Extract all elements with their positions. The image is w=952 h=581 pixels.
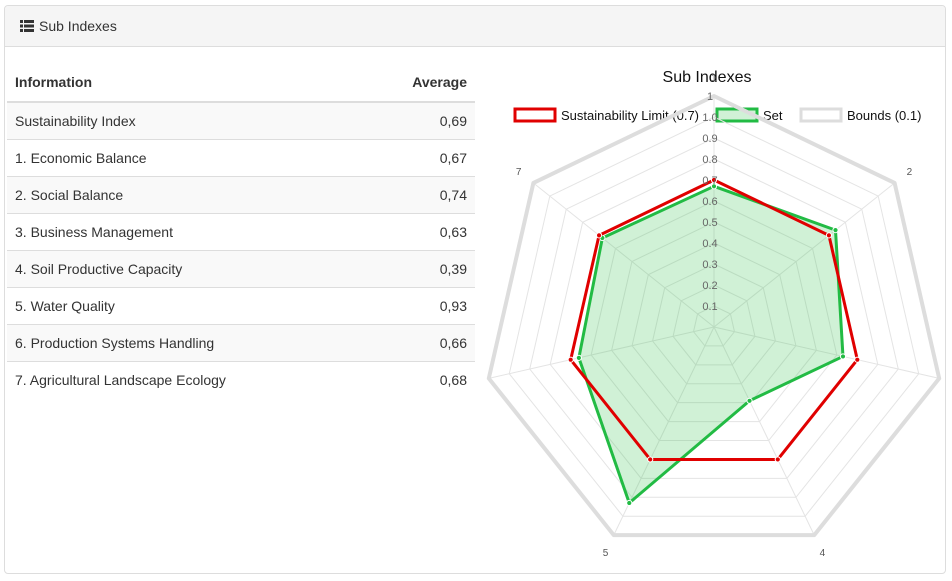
row-name: 4. Soil Productive Capacity <box>7 250 364 288</box>
grid-ring <box>652 263 776 385</box>
column-header-average: Average <box>363 63 475 103</box>
row-name: 1. Economic Balance <box>7 139 364 177</box>
row-value: 0,66 <box>363 324 475 362</box>
series-polygon-sustainability-limit-0-7 <box>569 178 859 461</box>
row-value: 0,74 <box>363 176 475 214</box>
legend-item[interactable]: Bounds (0.1) <box>799 107 921 123</box>
data-point <box>839 353 847 360</box>
data-point <box>832 227 839 234</box>
grid-ring <box>611 221 817 423</box>
tick-label: 0.7 <box>702 175 717 187</box>
tick-label: 0.9 <box>702 133 717 145</box>
grid-ring <box>590 200 838 442</box>
radar-labels: 0.10.20.30.40.50.60.70.80.91.011234567 <box>468 73 913 559</box>
radar-series <box>486 94 942 538</box>
legend-label: Set <box>763 108 783 123</box>
data-point <box>825 232 833 239</box>
tick-label: 0.6 <box>702 196 717 208</box>
grid-ring <box>692 305 736 347</box>
data-point <box>710 176 718 184</box>
panel-heading: Sub Indexes <box>5 6 945 47</box>
grid-spoke <box>713 182 895 328</box>
tick-label: 1 <box>707 91 713 103</box>
panel-title: Sub Indexes <box>39 18 117 34</box>
table-row: Sustainability Index 0,69 <box>7 101 475 140</box>
data-point <box>567 356 574 363</box>
radar-chart: Sub Indexes Sustainability Limit (0.7) Se… <box>468 69 942 559</box>
list-icon <box>20 20 34 32</box>
category-label: 1 <box>711 73 717 84</box>
sub-index-table: Information Average Sustainability Index… <box>7 63 475 398</box>
series-polygon-bounds-0-1 <box>486 94 942 538</box>
row-name: 7. Agricultural Landscape Ecology <box>7 361 364 398</box>
category-label: 7 <box>516 167 522 178</box>
data-point <box>746 397 753 404</box>
data-point <box>647 456 654 463</box>
table-row: 5. Water Quality 0,93 <box>7 287 475 325</box>
tick-label: 0.1 <box>702 301 717 313</box>
column-header-information: Information <box>7 63 364 103</box>
tick-label: 1.0 <box>702 112 717 124</box>
sub-indexes-panel: Sub Indexes Information Average Sustaina… <box>4 5 946 574</box>
radar-chart-container: Sub Indexes Sustainability Limit (0.7) Se… <box>468 64 943 573</box>
legend-label: Sustainability Limit (0.7) <box>561 108 699 123</box>
tick-label: 0.3 <box>702 259 717 271</box>
grid-spoke <box>533 182 715 328</box>
row-name: 2. Social Balance <box>7 176 364 214</box>
data-point <box>710 183 718 190</box>
data-point <box>595 232 603 239</box>
grid-spoke <box>713 326 940 379</box>
row-value: 0,68 <box>363 361 475 398</box>
data-point <box>774 456 781 463</box>
legend-swatch <box>799 107 843 123</box>
tick-label: 0.2 <box>702 280 717 292</box>
table-header-row: Information Average <box>7 63 475 103</box>
row-name: 6. Production Systems Handling <box>7 324 364 362</box>
row-name: 3. Business Management <box>7 213 364 251</box>
table-row: 7. Agricultural Landscape Ecology 0,68 <box>7 361 475 398</box>
tick-label: 0.5 <box>702 217 717 229</box>
grid-ring <box>508 116 920 517</box>
row-name: Sustainability Index <box>7 101 364 140</box>
legend-label: Bounds (0.1) <box>847 108 921 123</box>
tick-label: 0.4 <box>702 238 717 250</box>
table-row: 2. Social Balance 0,74 <box>7 176 475 214</box>
grid-ring <box>631 242 797 404</box>
grid-ring <box>529 137 899 498</box>
grid-ring <box>672 284 756 366</box>
category-label: 2 <box>907 167 913 178</box>
tick-label: 0.8 <box>702 154 717 166</box>
grid-ring <box>549 158 879 479</box>
row-value: 0,63 <box>363 213 475 251</box>
series-polygon-set <box>577 184 845 505</box>
data-point <box>854 356 861 363</box>
data-point <box>575 354 582 361</box>
category-label: 5 <box>603 548 609 559</box>
table-row: 6. Production Systems Handling 0,66 <box>7 324 475 362</box>
table-row: 1. Economic Balance 0,67 <box>7 139 475 177</box>
category-label: 4 <box>820 548 826 559</box>
legend-swatch <box>513 107 557 123</box>
row-value: 0,69 <box>363 101 475 140</box>
chart-title: Sub Indexes <box>663 69 752 86</box>
grid-spoke <box>713 326 815 536</box>
chart-legend: Sustainability Limit (0.7) Set Bounds (0.1… <box>513 107 921 123</box>
row-value: 0,93 <box>363 287 475 325</box>
table-row: 3. Business Management 0,63 <box>7 213 475 251</box>
row-value: 0,39 <box>363 250 475 288</box>
row-value: 0,67 <box>363 139 475 177</box>
data-point <box>626 499 633 507</box>
grid-spoke <box>488 326 715 379</box>
row-name: 5. Water Quality <box>7 287 364 325</box>
table-row: 4. Soil Productive Capacity 0,39 <box>7 250 475 288</box>
